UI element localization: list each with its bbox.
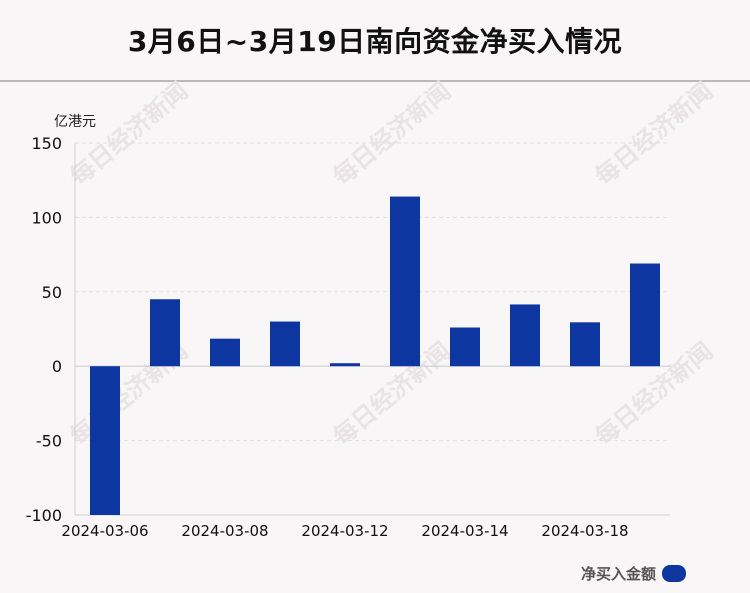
x-tick-label: 2024-03-14 — [421, 522, 508, 540]
bar-2024-03-06 — [90, 366, 120, 515]
legend-label: 净买入金额 — [580, 565, 656, 583]
bars — [90, 196, 660, 515]
bar-2024-03-11 — [270, 321, 300, 367]
x-tick-labels: 2024-03-06 2024-03-08 2024-03-12 2024-03-14… — [61, 522, 628, 540]
bar-2024-03-12 — [330, 363, 360, 367]
bar-2024-03-14 — [450, 327, 480, 367]
grid-lines — [75, 142, 670, 442]
bar-2024-03-15 — [510, 304, 540, 367]
x-tick-label: 2024-03-06 — [61, 522, 148, 540]
y-tick-label: -100 — [26, 506, 62, 525]
x-tick-label: 2024-03-12 — [301, 522, 388, 540]
y-tick-label: 50 — [42, 283, 62, 302]
y-tick-label: -50 — [36, 432, 62, 451]
watermark-text: 每日经济新闻 — [64, 76, 193, 191]
chart-title: 3月6日~3月19日南向资金净买入情况 — [127, 25, 623, 58]
y-tick-label: 100 — [31, 208, 62, 227]
y-tick-label: 0 — [52, 357, 62, 376]
legend-swatch — [662, 565, 686, 582]
bar-2024-03-18 — [570, 322, 600, 367]
watermark-text: 每日经济新闻 — [589, 76, 718, 191]
legend[interactable]: 净买入金额 — [581, 563, 686, 584]
bar-2024-03-19 — [630, 263, 660, 367]
bar-2024-03-13 — [390, 196, 420, 367]
bar-2024-03-07 — [150, 299, 180, 367]
y-tick-label: 150 — [31, 134, 62, 153]
axes — [74, 143, 670, 516]
x-tick-label: 2024-03-18 — [541, 522, 628, 540]
watermark-text: 每日经济新闻 — [327, 76, 456, 191]
bar-2024-03-08 — [210, 338, 240, 367]
x-tick-label: 2024-03-08 — [181, 522, 268, 540]
title-divider — [0, 80, 750, 82]
y-axis-unit-label: 亿港元 — [54, 114, 96, 130]
y-tick-labels: -100 -50 0 50 100 150 — [26, 134, 62, 525]
